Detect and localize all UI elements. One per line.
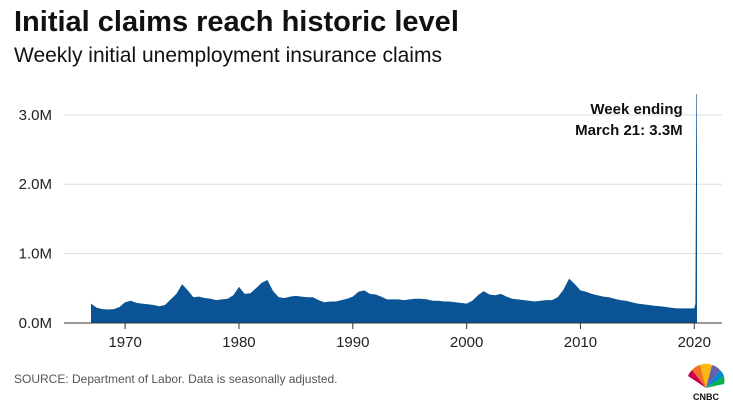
- x-tick-label: 2000: [450, 334, 483, 351]
- y-tick-label: 1.0M: [19, 246, 52, 263]
- chart-title: Initial claims reach historic level: [14, 6, 459, 38]
- y-axis-ticks: 0.0M 1.0M 2.0M 3.0M: [19, 107, 52, 332]
- annotation-line-1: Week ending: [590, 101, 682, 118]
- peak-annotation: Week ending March 21: 3.3M: [575, 101, 683, 139]
- y-tick-label: 3.0M: [19, 107, 52, 124]
- x-tick-label: 2020: [678, 334, 711, 351]
- logo-wordmark: CNBC: [693, 392, 719, 402]
- cnbc-logo: CNBC: [684, 362, 728, 402]
- x-tick-label: 1990: [336, 334, 369, 351]
- annotation-line-2: March 21: 3.3M: [575, 122, 683, 139]
- x-tick-label: 1980: [222, 334, 255, 351]
- x-tick-label: 1970: [108, 334, 141, 351]
- y-tick-label: 2.0M: [19, 176, 52, 193]
- chart-subtitle: Weekly initial unemployment insurance cl…: [14, 44, 442, 67]
- y-tick-label: 0.0M: [19, 315, 52, 332]
- grid-lines: [64, 114, 722, 255]
- x-tick-label: 2010: [564, 334, 597, 351]
- source-note: SOURCE: Department of Labor. Data is sea…: [14, 372, 338, 386]
- x-axis-ticks: 1970 1980 1990 2000 2010 2020: [108, 323, 711, 351]
- peacock-icon: CNBC: [688, 363, 725, 402]
